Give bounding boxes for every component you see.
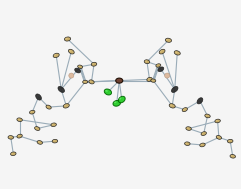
Ellipse shape [147,77,152,81]
Ellipse shape [228,139,233,143]
Ellipse shape [30,111,33,112]
Ellipse shape [159,49,165,54]
Ellipse shape [228,140,230,141]
Ellipse shape [165,38,172,42]
Ellipse shape [17,134,22,138]
Ellipse shape [197,98,203,104]
Ellipse shape [69,50,72,52]
Circle shape [69,73,74,78]
Ellipse shape [36,94,41,100]
Ellipse shape [169,104,175,108]
Ellipse shape [156,64,161,67]
Ellipse shape [89,80,94,84]
Ellipse shape [216,136,221,139]
Ellipse shape [9,136,11,137]
Ellipse shape [105,90,108,92]
Ellipse shape [160,50,162,52]
Ellipse shape [11,153,13,154]
Ellipse shape [63,104,69,108]
Ellipse shape [166,39,169,40]
Ellipse shape [230,154,235,158]
Ellipse shape [35,127,40,130]
Ellipse shape [182,108,187,112]
Ellipse shape [202,132,204,134]
Ellipse shape [145,60,147,62]
Ellipse shape [185,143,187,144]
Ellipse shape [65,38,68,39]
Ellipse shape [144,60,150,64]
Ellipse shape [64,37,71,41]
Ellipse shape [91,62,97,66]
Ellipse shape [64,105,67,106]
Ellipse shape [231,155,233,156]
Ellipse shape [54,54,56,56]
Ellipse shape [38,141,40,143]
Ellipse shape [172,86,178,92]
Ellipse shape [147,78,150,80]
Ellipse shape [158,67,164,72]
Ellipse shape [35,127,38,129]
Ellipse shape [68,49,74,54]
Ellipse shape [51,123,56,127]
Ellipse shape [83,81,86,82]
Ellipse shape [11,152,16,156]
Ellipse shape [58,86,65,92]
Ellipse shape [83,80,88,84]
Ellipse shape [151,79,156,82]
Ellipse shape [174,51,180,55]
Ellipse shape [18,119,20,120]
Ellipse shape [29,110,35,114]
Ellipse shape [113,101,120,106]
Ellipse shape [187,127,189,129]
Ellipse shape [116,78,123,83]
Ellipse shape [17,118,22,122]
Ellipse shape [8,136,13,139]
Ellipse shape [78,65,83,68]
Ellipse shape [75,68,80,73]
Ellipse shape [53,53,59,58]
Ellipse shape [92,63,94,64]
Ellipse shape [18,135,20,136]
Ellipse shape [206,115,208,116]
Ellipse shape [104,89,112,95]
Ellipse shape [201,132,206,136]
Ellipse shape [201,144,203,145]
Ellipse shape [90,81,92,82]
Ellipse shape [200,143,205,147]
Ellipse shape [46,105,51,109]
Circle shape [165,73,170,78]
Ellipse shape [157,64,159,66]
Ellipse shape [47,106,49,107]
Ellipse shape [52,139,58,143]
Ellipse shape [152,80,154,81]
Ellipse shape [119,97,121,99]
Ellipse shape [183,108,185,110]
Ellipse shape [217,136,219,138]
Ellipse shape [205,114,210,118]
Ellipse shape [186,127,191,130]
Ellipse shape [37,141,42,144]
Ellipse shape [185,142,190,146]
Ellipse shape [118,96,125,103]
Ellipse shape [170,105,173,106]
Ellipse shape [175,51,178,53]
Ellipse shape [216,120,218,121]
Ellipse shape [114,101,117,103]
Ellipse shape [78,66,80,67]
Ellipse shape [52,124,54,125]
Ellipse shape [53,140,55,141]
Ellipse shape [215,119,220,123]
